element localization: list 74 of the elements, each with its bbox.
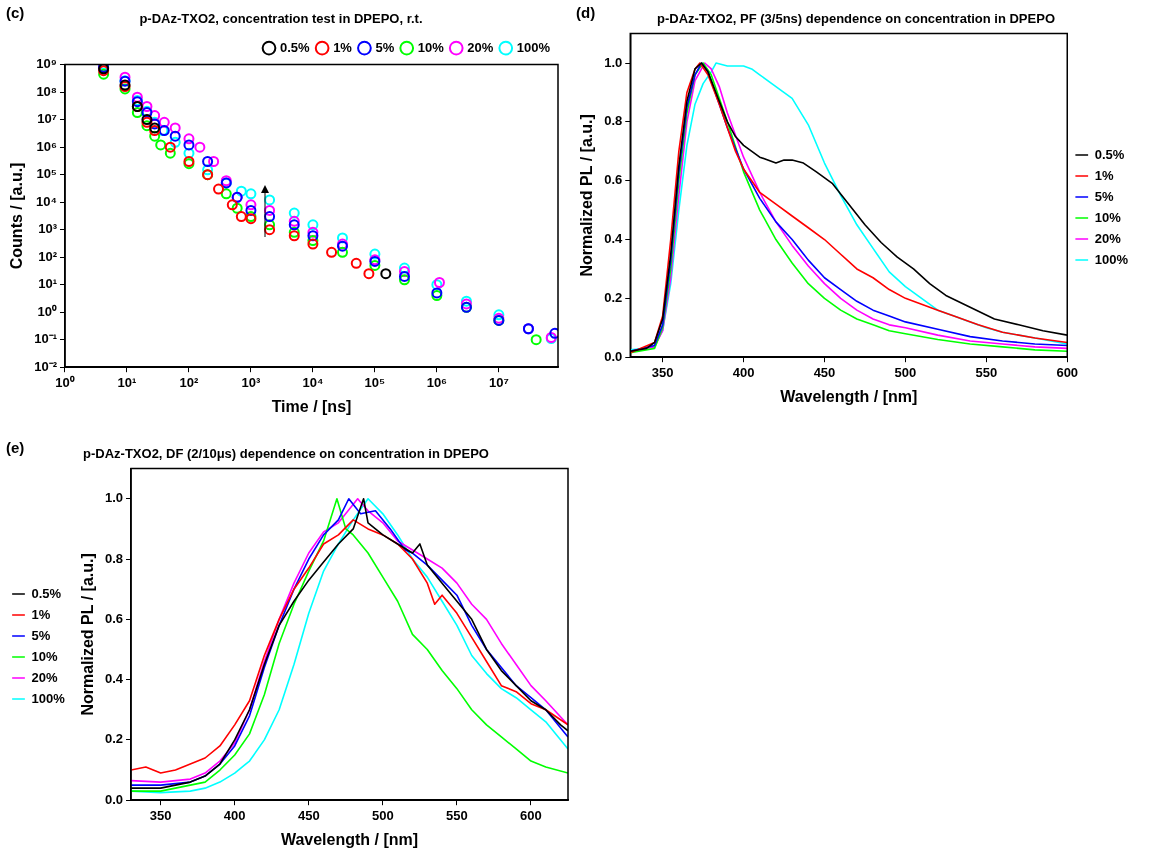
legend-label: 1% (31, 606, 51, 622)
x-tick-label: 550 (975, 364, 998, 380)
x-tick-label: 10² (179, 374, 200, 390)
text: (c) (6, 3, 25, 21)
y-tick-label: 0.4 (604, 231, 624, 247)
y-tick-label: 10⁰ (37, 303, 57, 319)
x-tick-label: 10⁰ (55, 374, 75, 390)
y-tick-label: 10⁹ (36, 56, 57, 72)
legend-label: 20% (1094, 230, 1122, 246)
x-axis-title: Wavelength / [nm] (780, 387, 918, 405)
y-tick-label: 10¹ (38, 276, 57, 292)
y-tick-label: 10³ (38, 221, 58, 237)
legend-label: 100% (1094, 251, 1129, 267)
legend-label: 0.5% (1094, 146, 1125, 162)
y-tick-label: 0.6 (104, 610, 124, 626)
legend-label: 5% (375, 39, 395, 55)
legend-label: 100% (516, 39, 551, 55)
legend-label: 10% (31, 648, 58, 664)
x-tick-label: 400 (732, 364, 755, 380)
y-tick-label: 0.2 (604, 289, 623, 305)
x-tick-label: 10⁷ (488, 374, 509, 390)
x-axis-title: Time / [ns] (271, 397, 352, 415)
x-tick-label: 600 (1056, 364, 1079, 380)
x-tick-label: 10⁴ (302, 374, 324, 390)
x-tick-label: 400 (223, 807, 246, 823)
y-tick-label: 10⁵ (36, 166, 57, 182)
x-tick-label: 350 (149, 807, 172, 823)
y-tick-label: 0.8 (104, 550, 124, 566)
x-tick-label: 10⁵ (364, 374, 386, 390)
legend-label: 10% (1094, 209, 1122, 225)
x-tick-label: 10⁶ (426, 374, 448, 390)
legend-label: 1% (333, 39, 353, 55)
y-tick-label: 10⁻¹ (34, 331, 57, 347)
x-tick-label: 500 (894, 364, 917, 380)
y-tick-label: 10⁻² (34, 358, 58, 374)
legend-label: 0.5% (31, 585, 62, 601)
y-tick-label: 10⁴ (36, 193, 57, 209)
x-tick-label: 500 (371, 807, 394, 823)
x-axis-title: Wavelength / [nm] (280, 830, 419, 848)
legend-label: 1% (1094, 167, 1114, 183)
y-tick-label: 0.0 (604, 348, 623, 364)
legend-label: 5% (31, 627, 51, 643)
text: (d) (576, 3, 596, 21)
x-tick-label: 550 (446, 807, 468, 823)
legend-label: 5% (1094, 188, 1114, 204)
legend-label: 100% (31, 690, 66, 706)
y-tick-label: 0.2 (104, 731, 124, 747)
text: (e) (6, 438, 25, 456)
y-axis-title: Normalized PL / [a.u.] (78, 553, 96, 716)
y-tick-label: 1.0 (604, 54, 623, 70)
x-tick-label: 350 (651, 364, 674, 380)
x-tick-label: 600 (520, 807, 542, 823)
chart-title: p-DAz-TXO2, PF (3/5ns) dependence on concentration in DPEPO (657, 11, 1055, 27)
legend-label: 10% (417, 39, 445, 55)
y-axis-title: Counts / [a.u.] (8, 162, 26, 270)
y-tick-label: 10⁷ (37, 111, 57, 127)
legend-label: 20% (31, 669, 58, 685)
chart-title: p-DAz-TXO2, DF (2/10μs) dependence on concentration in DPEPO (83, 446, 489, 462)
y-tick-label: 1.0 (104, 490, 124, 506)
x-tick-label: 450 (813, 364, 836, 380)
y-tick-label: 10⁸ (36, 83, 57, 99)
y-tick-label: 0.0 (104, 791, 124, 807)
legend-label: 20% (467, 39, 494, 55)
y-tick-label: 0.6 (604, 172, 623, 188)
y-tick-label: 0.4 (104, 671, 124, 687)
y-tick-label: 10² (38, 248, 58, 264)
legend-label: 0.5% (280, 39, 311, 55)
x-tick-label: 10¹ (117, 374, 137, 390)
y-axis-title: Normalized PL / [a.u.] (578, 114, 596, 277)
chart-title: p-DAz-TXO2, concentration test in DPEPO, r.t. (139, 11, 423, 27)
y-tick-label: 10⁶ (36, 138, 57, 154)
x-tick-label: 10³ (241, 374, 261, 390)
y-tick-label: 0.8 (604, 113, 623, 129)
x-tick-label: 450 (297, 807, 320, 823)
